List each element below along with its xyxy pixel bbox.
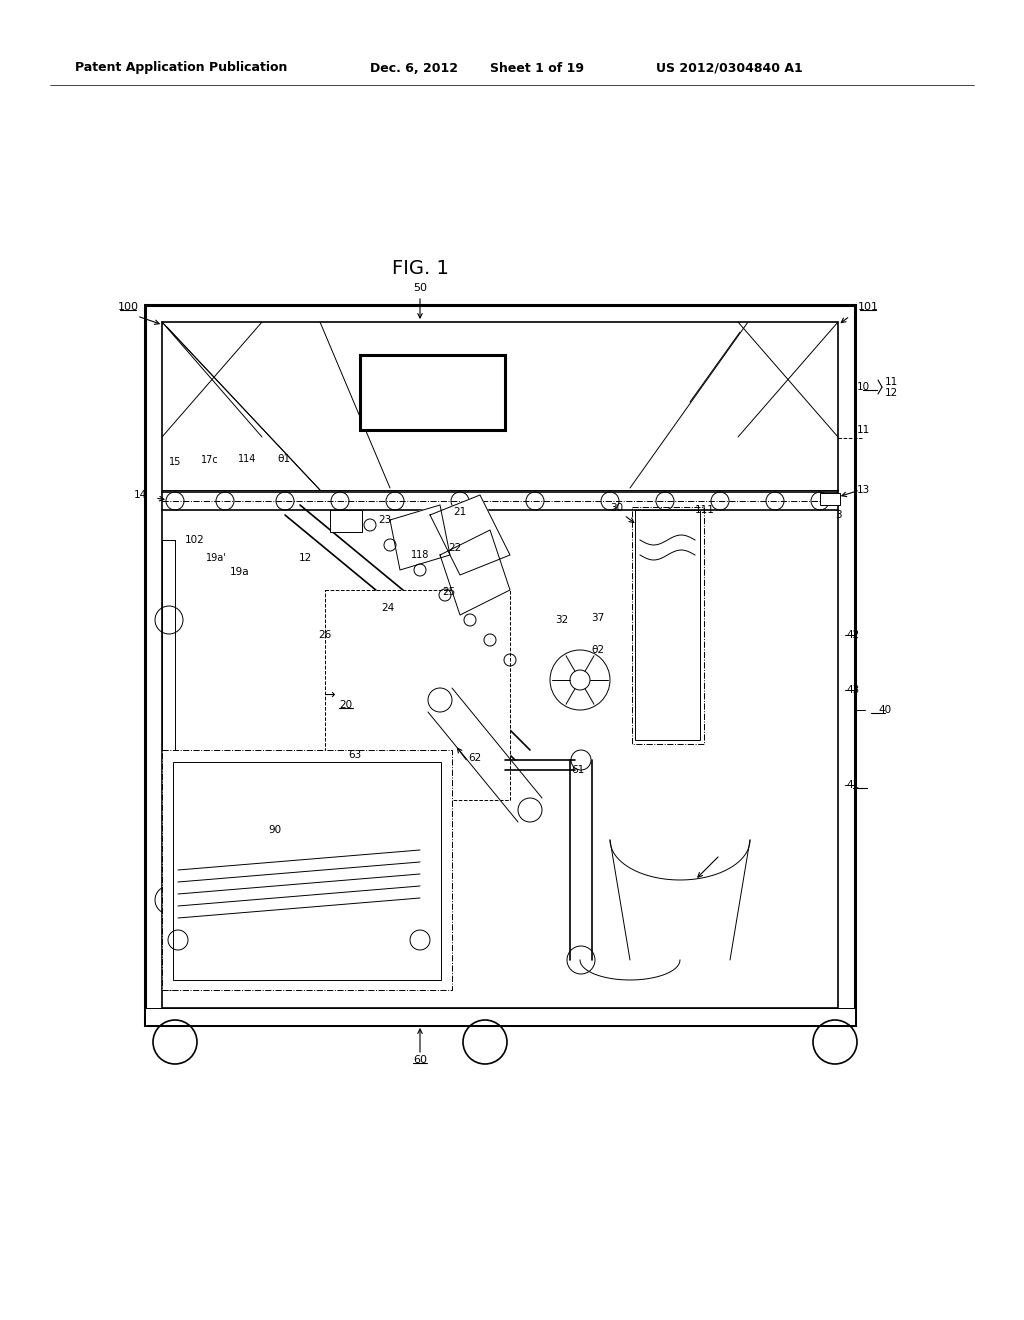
- Text: 14: 14: [134, 490, 147, 500]
- Text: UNIT: UNIT: [416, 399, 450, 412]
- Text: 114: 114: [238, 454, 256, 465]
- Bar: [162, 322, 838, 1008]
- Text: 22: 22: [449, 543, 462, 553]
- Text: Patent Application Publication: Patent Application Publication: [75, 62, 288, 74]
- Text: 21: 21: [454, 507, 467, 517]
- Text: 24: 24: [381, 603, 394, 612]
- Text: 37: 37: [592, 612, 604, 623]
- Text: 26: 26: [318, 630, 332, 640]
- Text: 63: 63: [348, 750, 361, 760]
- Text: 40: 40: [878, 705, 891, 715]
- Text: 11: 11: [857, 425, 870, 436]
- Bar: [360, 355, 505, 430]
- Text: 41: 41: [847, 780, 860, 789]
- Text: 19a': 19a': [206, 553, 226, 564]
- Text: 111: 111: [695, 506, 715, 515]
- Text: 118: 118: [411, 550, 429, 560]
- Text: 100: 100: [118, 302, 138, 312]
- Bar: [632, 507, 705, 744]
- Text: 3: 3: [835, 510, 842, 520]
- Bar: [145, 1008, 855, 1026]
- Text: 25: 25: [442, 587, 456, 597]
- Bar: [173, 762, 441, 979]
- Bar: [820, 492, 840, 506]
- Polygon shape: [430, 495, 510, 576]
- Text: 30: 30: [610, 503, 624, 513]
- Text: 50: 50: [413, 282, 427, 293]
- Polygon shape: [440, 531, 510, 615]
- Bar: [325, 590, 510, 800]
- Text: 20: 20: [339, 700, 352, 710]
- Text: 12: 12: [885, 388, 898, 399]
- Bar: [330, 510, 362, 532]
- Text: 61: 61: [571, 766, 585, 775]
- Bar: [635, 510, 700, 741]
- Text: 23: 23: [379, 515, 391, 525]
- Text: θ2: θ2: [592, 645, 604, 655]
- Text: 19a: 19a: [230, 568, 250, 577]
- Text: Sheet 1 of 19: Sheet 1 of 19: [490, 62, 584, 74]
- Text: 10: 10: [857, 381, 870, 392]
- Text: 17c: 17c: [201, 455, 219, 465]
- Text: 90: 90: [268, 825, 282, 836]
- Text: FIG. 1: FIG. 1: [391, 259, 449, 277]
- Polygon shape: [390, 506, 450, 570]
- Text: CONTROL: CONTROL: [399, 374, 466, 387]
- Text: 43: 43: [847, 685, 860, 696]
- Text: Dec. 6, 2012: Dec. 6, 2012: [370, 62, 458, 74]
- Text: 15: 15: [169, 457, 181, 467]
- Text: 12: 12: [298, 553, 311, 564]
- Text: US 2012/0304840 A1: US 2012/0304840 A1: [656, 62, 803, 74]
- Text: 32: 32: [555, 615, 568, 624]
- Text: 42: 42: [847, 630, 860, 640]
- Bar: [145, 305, 855, 1026]
- Text: θ1: θ1: [278, 454, 291, 465]
- Text: 102: 102: [185, 535, 205, 545]
- Bar: [162, 750, 452, 990]
- Text: 62: 62: [468, 752, 481, 763]
- Text: 60: 60: [413, 1055, 427, 1065]
- Text: 11: 11: [885, 378, 898, 387]
- Text: 13: 13: [857, 484, 870, 495]
- Text: 101: 101: [857, 302, 879, 312]
- Text: →: →: [325, 689, 335, 701]
